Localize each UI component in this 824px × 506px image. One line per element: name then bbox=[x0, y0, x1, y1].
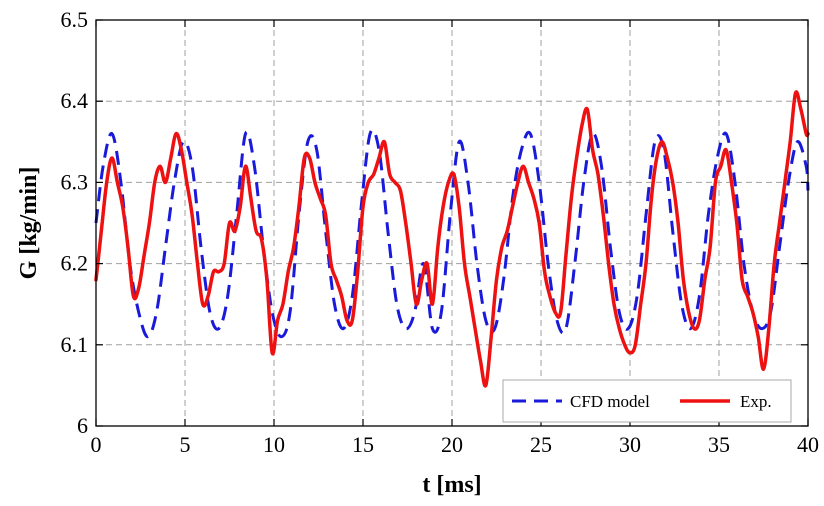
y-tick-label: 6.4 bbox=[61, 88, 89, 113]
x-tick-label: 25 bbox=[530, 432, 552, 457]
y-tick-label: 6 bbox=[77, 413, 88, 438]
x-tick-label: 20 bbox=[441, 432, 463, 457]
x-tick-label: 30 bbox=[619, 432, 641, 457]
y-tick-labels: 6 6.1 6.2 6.3 6.4 6.5 bbox=[61, 7, 89, 438]
x-tick-labels: 0 5 10 15 20 25 30 35 40 bbox=[91, 432, 820, 457]
x-tick-label: 35 bbox=[708, 432, 730, 457]
series-line-exp bbox=[94, 90, 810, 388]
y-tick-label: 6.2 bbox=[61, 251, 89, 276]
legend-box bbox=[502, 379, 792, 423]
x-tick-label: 15 bbox=[352, 432, 374, 457]
series-layer bbox=[94, 90, 810, 388]
legend: CFD model Exp. bbox=[502, 379, 792, 423]
y-axis-title: G [kg/min] bbox=[16, 167, 42, 280]
legend-label-cfd: CFD model bbox=[570, 392, 650, 411]
grid bbox=[96, 20, 808, 426]
x-tick-label: 40 bbox=[797, 432, 819, 457]
x-tick-label: 10 bbox=[263, 432, 285, 457]
y-tick-label: 6.5 bbox=[61, 7, 89, 32]
x-tick-label: 0 bbox=[91, 432, 102, 457]
legend-label-exp: Exp. bbox=[740, 392, 772, 411]
x-tick-label: 5 bbox=[180, 432, 191, 457]
y-tick-label: 6.3 bbox=[61, 169, 89, 194]
x-axis-title: t [ms] bbox=[422, 472, 481, 498]
y-tick-label: 6.1 bbox=[61, 332, 89, 357]
